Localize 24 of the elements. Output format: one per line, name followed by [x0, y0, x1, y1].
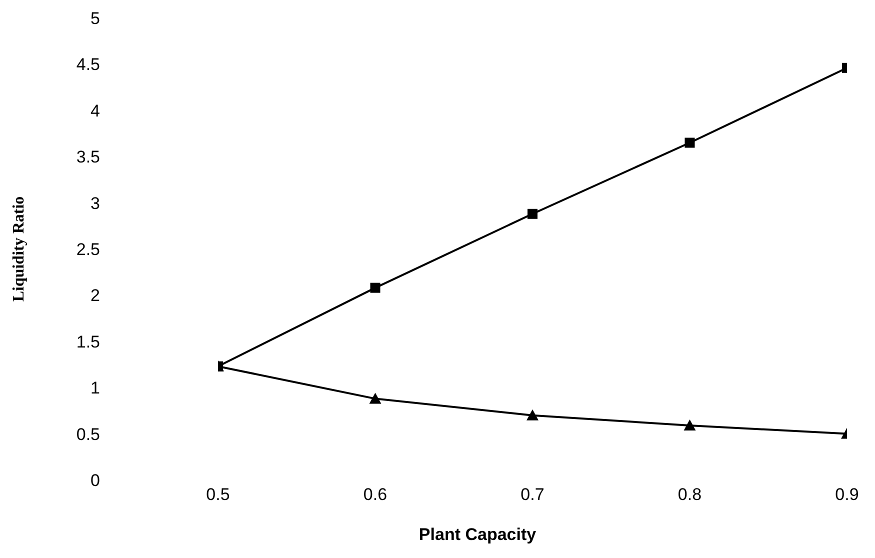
y-tick-label: 3 — [90, 194, 100, 213]
y-tick-label: 1 — [90, 378, 100, 398]
point — [684, 138, 695, 148]
y-tick-label: 4.5 — [76, 55, 100, 74]
y-tick-label: 2.5 — [76, 240, 100, 260]
point — [528, 208, 538, 219]
y-tick-label: 1.5 — [76, 332, 100, 352]
y-axis-title: Liquidity Ratio — [10, 196, 28, 302]
y-tick-label: 0.5 — [76, 424, 100, 444]
y-tick-label: 2 — [90, 286, 100, 306]
point — [526, 409, 538, 420]
point — [369, 392, 382, 404]
x-tick-label: 0.8 — [678, 485, 702, 504]
point — [684, 419, 696, 430]
y-tick-label: 3.5 — [76, 148, 100, 167]
x-axis-title: Plant Capacity — [418, 525, 537, 544]
y-tick-label: 5 — [90, 9, 100, 28]
x-tick-label: 0.5 — [206, 485, 230, 504]
point — [370, 282, 380, 293]
y-tick-label: 0 — [90, 471, 100, 490]
x-tick-label: 0.7 — [520, 485, 544, 504]
x-tick-label: 0.9 — [835, 485, 859, 504]
x-tick-label: 0.6 — [363, 485, 388, 504]
y-tick-label: 4 — [90, 101, 100, 120]
